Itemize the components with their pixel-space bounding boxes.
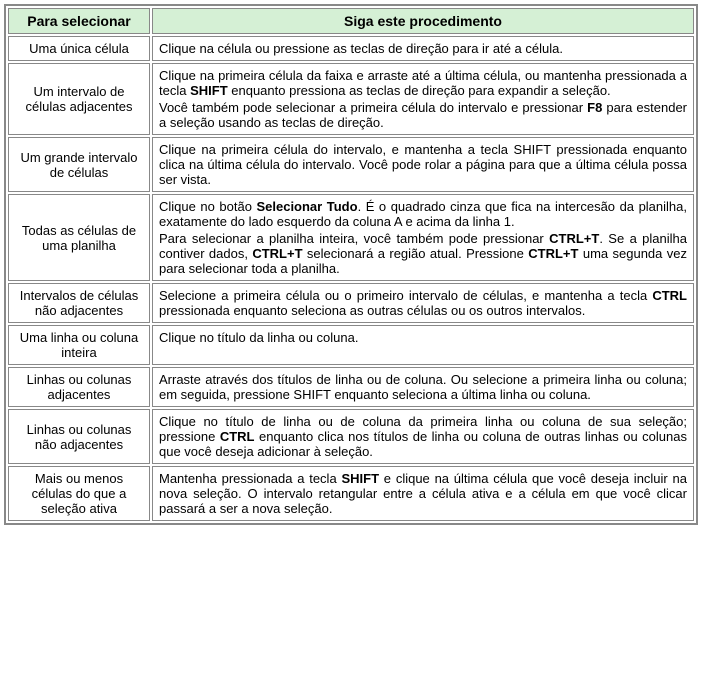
row-procedure: Clique no botão Selecionar Tudo. É o qua… xyxy=(152,194,694,281)
table-row: Uma única célula Clique na célula ou pres… xyxy=(8,36,694,61)
bold-text: CTRL+T xyxy=(549,231,599,246)
text: Clique na primeira célula do intervalo, … xyxy=(159,142,687,187)
row-procedure: Selecione a primeira célula ou o primeir… xyxy=(152,283,694,323)
row-procedure: Arraste através dos títulos de linha ou … xyxy=(152,367,694,407)
table-row: Um grande intervalo de célulasClique na … xyxy=(8,137,694,192)
bold-text: SHIFT xyxy=(190,83,228,98)
bold-text: Selecionar Tudo xyxy=(256,199,357,214)
procedure-paragraph: Selecione a primeira célula ou o primeir… xyxy=(159,288,687,318)
row-procedure: Clique no título de linha ou de coluna d… xyxy=(152,409,694,464)
bold-text: CTRL+T xyxy=(252,246,302,261)
row-label: Linhas ou colunas adjacentes xyxy=(8,367,150,407)
row-label: Todas as células de uma planilha xyxy=(8,194,150,281)
row-procedure: Mantenha pressionada a tecla SHIFT e cli… xyxy=(152,466,694,521)
table-row: Intervalos de células não adjacentes Sele… xyxy=(8,283,694,323)
row-label: Uma linha ou coluna inteira xyxy=(8,325,150,365)
table-row: Todas as células de uma planilha Clique n… xyxy=(8,194,694,281)
table-row: Mais ou menos células do que a seleção a… xyxy=(8,466,694,521)
table-row: Linhas ou colunas não adjacentesClique n… xyxy=(8,409,694,464)
row-label: Mais ou menos células do que a seleção a… xyxy=(8,466,150,521)
text: Clique no título da linha ou coluna. xyxy=(159,330,358,345)
header-right: Siga este procedimento xyxy=(152,8,694,34)
row-label: Um grande intervalo de células xyxy=(8,137,150,192)
bold-text: F8 xyxy=(587,100,602,115)
row-label: Um intervalo de células adjacentes xyxy=(8,63,150,135)
text: selecionará a região atual. Pressione xyxy=(303,246,529,261)
text: Selecione a primeira célula ou o primeir… xyxy=(159,288,652,303)
row-label: Linhas ou colunas não adjacentes xyxy=(8,409,150,464)
row-procedure: Clique na primeira célula do intervalo, … xyxy=(152,137,694,192)
procedure-paragraph: Clique na primeira célula da faixa e arr… xyxy=(159,68,687,98)
text: Mantenha pressionada a tecla xyxy=(159,471,341,486)
bold-text: CTRL xyxy=(652,288,687,303)
procedure-paragraph: Clique na célula ou pressione as teclas … xyxy=(159,41,687,56)
procedure-paragraph: Clique no título de linha ou de coluna d… xyxy=(159,414,687,459)
text: Clique na célula ou pressione as teclas … xyxy=(159,41,563,56)
procedure-paragraph: Clique na primeira célula do intervalo, … xyxy=(159,142,687,187)
text: Para selecionar a planilha inteira, você… xyxy=(159,231,549,246)
text: Clique no botão xyxy=(159,199,256,214)
text: pressionada enquanto seleciona as outras… xyxy=(159,303,585,318)
header-left: Para selecionar xyxy=(8,8,150,34)
procedure-paragraph: Você também pode selecionar a primeira c… xyxy=(159,100,687,130)
table-row: Linhas ou colunas adjacentes Arraste atra… xyxy=(8,367,694,407)
text: Arraste através dos títulos de linha ou … xyxy=(159,372,687,402)
procedure-paragraph: Mantenha pressionada a tecla SHIFT e cli… xyxy=(159,471,687,516)
procedure-paragraph: Arraste através dos títulos de linha ou … xyxy=(159,372,687,402)
bold-text: CTRL+T xyxy=(528,246,578,261)
table-row: Uma linha ou coluna inteira Clique no tít… xyxy=(8,325,694,365)
row-label: Intervalos de células não adjacentes xyxy=(8,283,150,323)
text: Você também pode selecionar a primeira c… xyxy=(159,100,587,115)
row-procedure: Clique na célula ou pressione as teclas … xyxy=(152,36,694,61)
procedure-paragraph: Clique no título da linha ou coluna. xyxy=(159,330,687,345)
procedure-paragraph: Para selecionar a planilha inteira, você… xyxy=(159,231,687,276)
bold-text: CTRL xyxy=(220,429,255,444)
table-row: Um intervalo de células adjacentes Clique… xyxy=(8,63,694,135)
row-label: Uma única célula xyxy=(8,36,150,61)
row-procedure: Clique no título da linha ou coluna. xyxy=(152,325,694,365)
text: enquanto pressiona as teclas de direção … xyxy=(228,83,611,98)
selection-procedures-table: Para selecionar Siga este procedimento U… xyxy=(4,4,698,525)
procedure-paragraph: Clique no botão Selecionar Tudo. É o qua… xyxy=(159,199,687,229)
bold-text: SHIFT xyxy=(341,471,379,486)
row-procedure: Clique na primeira célula da faixa e arr… xyxy=(152,63,694,135)
